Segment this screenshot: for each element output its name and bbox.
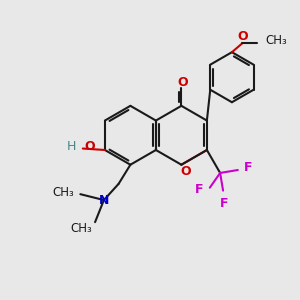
Text: O: O	[181, 165, 191, 178]
Text: N: N	[99, 194, 109, 207]
Text: CH₃: CH₃	[53, 186, 74, 199]
Text: O: O	[237, 30, 247, 44]
Text: O: O	[84, 140, 95, 153]
Text: H: H	[67, 140, 76, 153]
Text: F: F	[220, 197, 229, 210]
Text: O: O	[178, 76, 188, 89]
Text: F: F	[195, 183, 203, 196]
Text: CH₃: CH₃	[266, 34, 287, 47]
Text: F: F	[244, 161, 253, 174]
Text: CH₃: CH₃	[70, 221, 92, 235]
